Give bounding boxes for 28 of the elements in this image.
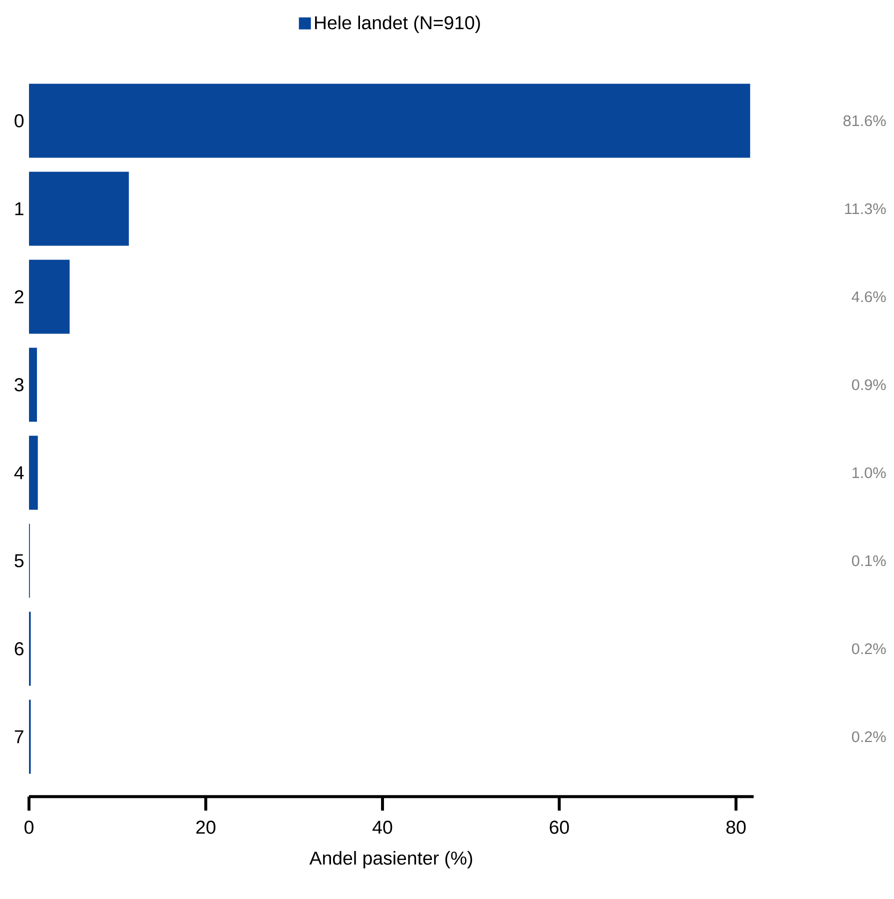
x-tick-label: 40 — [372, 820, 392, 834]
x-tick-label: 80 — [726, 820, 746, 834]
y-tick-label: 4 — [14, 466, 24, 480]
data-label: 1.0% — [852, 467, 886, 478]
bar — [29, 172, 129, 246]
x-tick-label: 60 — [550, 820, 569, 834]
bar — [29, 84, 750, 158]
data-label: 4.6% — [852, 291, 886, 302]
y-tick-label: 7 — [14, 730, 24, 744]
y-tick-label: 3 — [14, 378, 24, 392]
x-tick-label: 0 — [24, 820, 34, 834]
y-tick-label: 0 — [14, 114, 24, 128]
data-label: 11.3% — [845, 203, 886, 214]
x-axis-title: Andel pasienter (%) — [309, 851, 472, 868]
data-label: 81.6% — [843, 115, 886, 126]
data-label: 0.9% — [852, 379, 886, 390]
data-label: 0.2% — [852, 643, 886, 654]
data-label: 0.1% — [852, 555, 886, 566]
y-tick-label: 1 — [15, 202, 24, 216]
bar — [29, 348, 37, 422]
y-tick-label: 6 — [14, 642, 24, 656]
legend-label: Hele landet (N=910) — [315, 16, 480, 34]
x-tick-label: 20 — [196, 820, 216, 834]
y-tick-label: 5 — [14, 554, 24, 568]
bar — [29, 260, 70, 334]
y-tick-label: 2 — [14, 290, 24, 304]
bar — [29, 436, 38, 510]
data-label: 0.2% — [852, 731, 886, 742]
